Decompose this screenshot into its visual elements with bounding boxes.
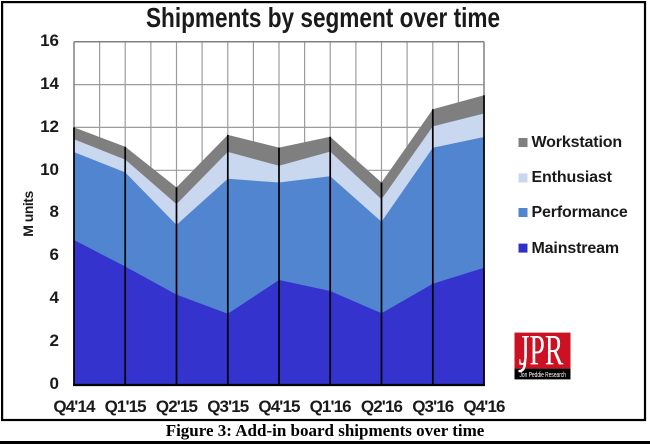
svg-text:JPR: JPR <box>519 328 564 375</box>
svg-text:Jon Peddie Research: Jon Peddie Research <box>520 372 567 379</box>
